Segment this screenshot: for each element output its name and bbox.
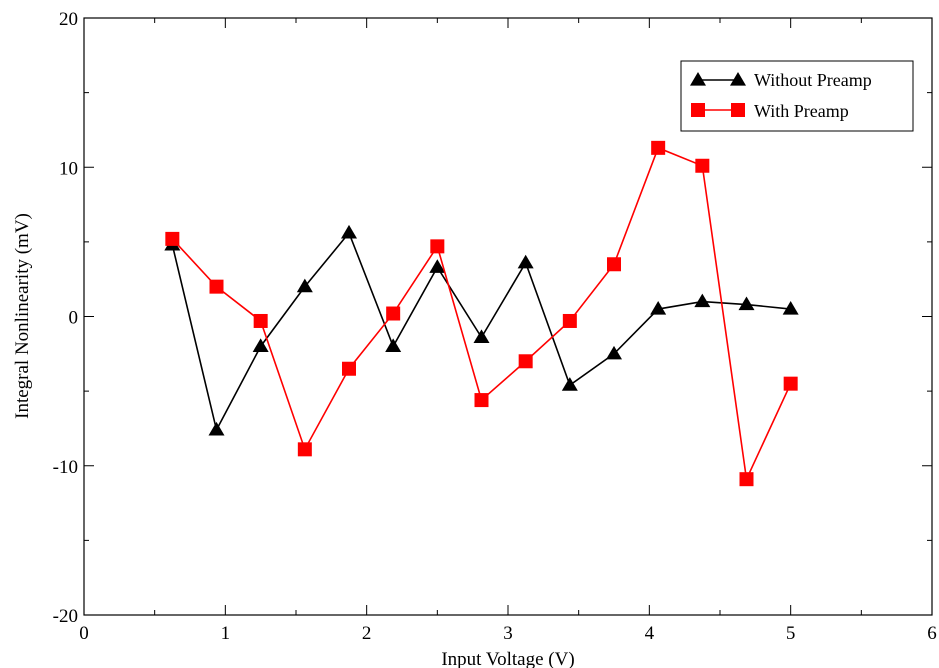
- data-point: [739, 472, 754, 487]
- data-point: [430, 239, 445, 254]
- legend-label-with-preamp: With Preamp: [754, 101, 849, 121]
- data-point: [738, 296, 755, 311]
- x-tick-label: 5: [786, 623, 796, 644]
- legend-box: [680, 60, 914, 132]
- x-tick-label: 0: [79, 623, 89, 644]
- series-without-preamp: [164, 224, 799, 436]
- data-point: [253, 313, 268, 328]
- x-tick-label: 1: [221, 623, 231, 644]
- ticks: [83, 17, 933, 616]
- data-point: [607, 257, 621, 272]
- legend-marker: [690, 72, 706, 86]
- y-tick-label: 0: [69, 308, 79, 329]
- data-point: [695, 158, 710, 173]
- data-point: [165, 231, 180, 246]
- data-point: [341, 224, 357, 239]
- data-point: [385, 338, 402, 352]
- data-point: [561, 377, 578, 391]
- x-tick-label: 4: [645, 623, 655, 644]
- y-axis-label: Integral Nonlinearity (mV): [12, 213, 33, 419]
- series-with-preamp: [165, 140, 798, 487]
- data-point: [297, 442, 312, 457]
- x-tick-label: 2: [362, 623, 372, 644]
- data-point: [562, 313, 577, 328]
- series-line: [171, 146, 792, 482]
- y-tick-label: 20: [59, 9, 78, 30]
- data-point: [296, 278, 313, 293]
- data-point: [474, 393, 489, 408]
- tick-labels: 0 1 2 3 4 5 6 -20 -10 0 10 20: [53, 9, 937, 644]
- legend-entries: [690, 72, 746, 117]
- y-tick-label: 10: [59, 158, 78, 179]
- legend-marker: [731, 103, 745, 117]
- legend-label-without-preamp: Without Preamp: [754, 70, 872, 90]
- data-point: [651, 140, 666, 155]
- data-point: [650, 301, 667, 315]
- x-axis-label: Input Voltage (V): [441, 649, 574, 668]
- series-layer: [164, 140, 799, 487]
- x-tick-label: 3: [503, 623, 513, 644]
- data-point: [517, 254, 534, 269]
- data-point: [606, 345, 622, 360]
- legend-marker: [691, 103, 705, 117]
- data-point: [783, 376, 798, 391]
- data-point: [386, 306, 401, 321]
- data-point: [694, 293, 711, 308]
- data-point: [342, 361, 356, 376]
- legend: Without Preamp With Preamp: [680, 60, 914, 132]
- x-tick-label: 6: [927, 623, 937, 644]
- data-point: [252, 338, 269, 352]
- data-point: [209, 279, 224, 294]
- y-tick-label: -20: [53, 606, 78, 627]
- data-point: [208, 421, 225, 436]
- data-point: [782, 301, 799, 315]
- y-tick-label: -10: [53, 457, 78, 478]
- data-point: [429, 259, 446, 273]
- data-point: [518, 354, 533, 369]
- data-point: [473, 329, 490, 343]
- legend-marker: [730, 72, 746, 86]
